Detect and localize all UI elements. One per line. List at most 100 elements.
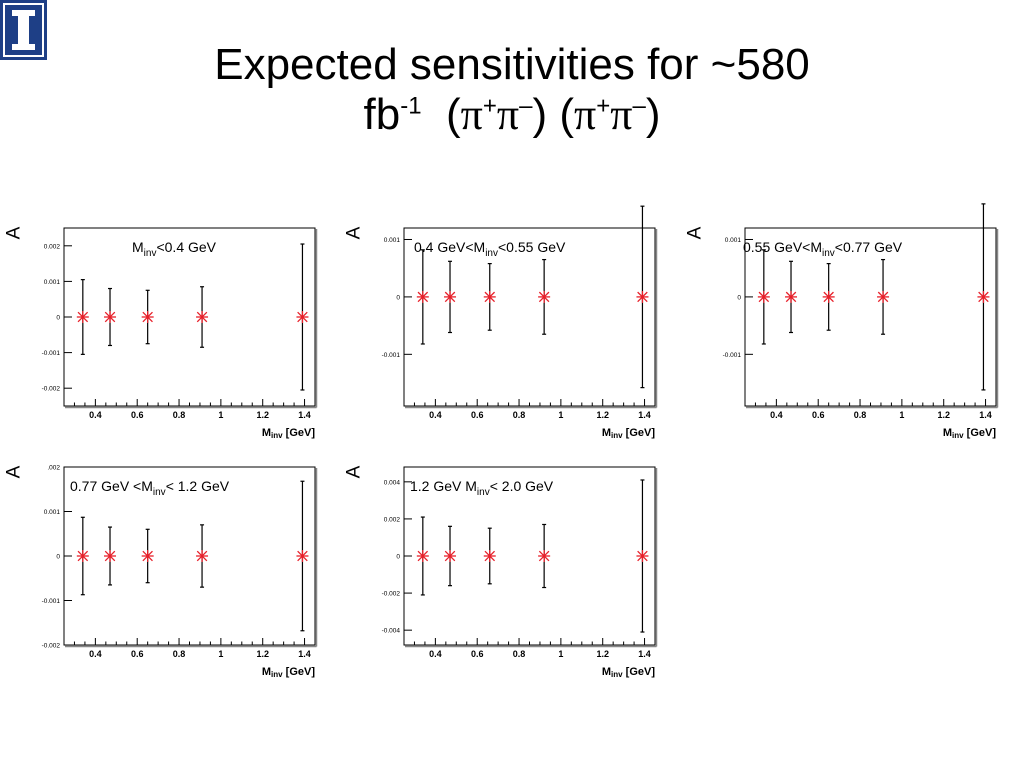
data-point: [296, 243, 309, 391]
title-fb: fb: [363, 90, 401, 139]
data-point: [104, 526, 117, 586]
x-tick-label: 1.2: [937, 410, 950, 420]
x-tick-label: 0.6: [131, 649, 144, 659]
chart-panel-3: -0.001 0 0.001 0.4 0.6 0.8 1 1.2 1.4 Minv [GeV] A…: [684, 203, 1003, 443]
y-axis-label: A: [3, 226, 25, 240]
y-tick-label: 0: [56, 315, 60, 322]
title-line-2: fb-1 (π+π–) (π+π–): [363, 90, 661, 139]
y-tick-label: 0: [737, 294, 741, 301]
data-point: [977, 203, 990, 391]
x-tick-label: 0.6: [812, 410, 825, 420]
plot-frame: [403, 227, 656, 407]
x-tick-label: 1: [218, 410, 223, 420]
data-point: [196, 286, 209, 348]
y-tick-label: 0.004: [384, 479, 401, 486]
x-tick-label: 0.8: [513, 649, 526, 659]
data-point: [444, 525, 457, 587]
data-point: [483, 527, 496, 585]
data-point: [104, 287, 117, 347]
x-tick-label: 1.2: [256, 410, 269, 420]
mass-range-label: Minv<0.4 GeV: [132, 239, 217, 259]
data-point: [538, 258, 551, 335]
x-tick-label: 1.4: [638, 410, 651, 420]
y-tick-label: -0.001: [382, 352, 401, 359]
chart-panel-4: -0.002 -0.001 0 0.001 .002 0.4 0.6 0.8 1 1.2 1.4 Mi…: [3, 457, 322, 682]
x-tick-label: 1.4: [298, 649, 311, 659]
y-tick-label: 0.002: [44, 243, 61, 250]
y-tick-label: 0: [56, 554, 60, 561]
x-tick-label: 0.4: [429, 410, 442, 420]
title-exponent: -1: [400, 92, 422, 120]
title-plus: +: [482, 92, 497, 120]
chart-svg-2: -0.001 0 0.001 0.4 0.6 0.8 1 1.2 1.4 Minv [GeV]: [382, 205, 658, 440]
title-plus: +: [596, 92, 611, 120]
chart-panel-2: -0.001 0 0.001 0.4 0.6 0.8 1 1.2 1.4 Minv [GeV] A…: [343, 205, 662, 443]
data-point: [538, 523, 551, 589]
plot-frame: [744, 227, 997, 407]
chart-panel-5: -0.004 -0.002 0 0.002 0.004 0.4 0.6 0.8 1 1.2 1.4 M…: [343, 457, 662, 682]
data-point: [444, 260, 457, 334]
y-tick-label: 0.001: [44, 279, 61, 286]
x-tick-label: 0.8: [854, 410, 867, 420]
slide-title: Expected sensitivities for ~580 fb-1 (π+…: [60, 40, 964, 140]
x-tick-label: 0.4: [429, 649, 442, 659]
data-point: [757, 249, 770, 345]
y-tick-label: -0.002: [382, 591, 401, 598]
y-tick-label: 0: [396, 294, 400, 301]
title-minus: –: [519, 92, 533, 120]
x-tick-label: 1.4: [979, 410, 992, 420]
y-tick-label: 0.001: [725, 237, 742, 244]
y-axis-label: A: [343, 226, 365, 240]
y-tick-label: 0.001: [44, 509, 61, 516]
mass-range-label: 0.4 GeV<Minv<0.55 GeV: [414, 239, 566, 259]
x-tick-label: 0.4: [89, 649, 102, 659]
x-tick-label: 1.4: [638, 649, 651, 659]
data-point: [483, 262, 496, 331]
y-tick-label: -0.002: [42, 386, 61, 393]
chart-svg-1: -0.002 -0.001 0 0.001 0.002 0.4 0.6 0.8 1 1.2 1.4 M…: [42, 227, 318, 440]
data-point: [196, 524, 209, 588]
chart-svg-4: -0.002 -0.001 0 0.001 .002 0.4 0.6 0.8 1 1.2 1.4 Mi…: [42, 465, 318, 679]
x-tick-label: 1.2: [596, 649, 609, 659]
x-tick-label: 0.8: [173, 649, 186, 659]
data-point: [296, 480, 309, 632]
y-axis-label: A: [684, 226, 706, 240]
x-tick-label: 0.8: [173, 410, 186, 420]
x-tick-label: 1.2: [256, 649, 269, 659]
x-tick-label: 1: [558, 410, 563, 420]
x-axis-label: Minv [GeV]: [602, 427, 655, 440]
x-tick-label: 0.4: [89, 410, 102, 420]
y-tick-label: .002: [47, 465, 60, 472]
data-point: [636, 479, 649, 633]
y-tick-label: -0.001: [723, 352, 742, 359]
y-tick-label: -0.001: [42, 598, 61, 605]
y-tick-label: 0.001: [384, 237, 401, 244]
y-tick-label: -0.002: [42, 643, 61, 650]
data-point: [416, 516, 429, 596]
x-axis-label: Minv [GeV]: [262, 666, 315, 679]
logo-shield-icon: [0, 0, 47, 60]
data-point: [822, 262, 835, 331]
x-tick-label: 1: [899, 410, 904, 420]
x-tick-label: 0.6: [471, 649, 484, 659]
data-point: [141, 289, 154, 345]
mass-range-label: 0.55 GeV<Minv<0.77 GeV: [743, 239, 903, 259]
x-tick-label: 0.6: [471, 410, 484, 420]
data-point: [141, 528, 154, 584]
y-axis-label: A: [3, 465, 25, 479]
data-point: [785, 260, 798, 334]
y-tick-label: 0: [396, 554, 400, 561]
data-point: [76, 279, 89, 355]
x-axis-label: Minv [GeV]: [943, 427, 996, 440]
title-line-1: Expected sensitivities for ~580: [214, 40, 810, 89]
x-axis-label: Minv [GeV]: [602, 666, 655, 679]
x-tick-label: 0.6: [131, 410, 144, 420]
y-tick-label: -0.004: [382, 628, 401, 635]
x-tick-label: 1.2: [596, 410, 609, 420]
x-tick-label: 0.4: [770, 410, 783, 420]
y-tick-label: -0.001: [42, 350, 61, 357]
mass-range-label: 0.77 GeV <Minv< 1.2 GeV: [70, 478, 230, 498]
title-pi: π: [460, 90, 483, 139]
title-minus: –: [632, 92, 646, 120]
chart-svg-5: -0.004 -0.002 0 0.002 0.004 0.4 0.6 0.8 1 1.2 1.4 M…: [382, 466, 658, 679]
